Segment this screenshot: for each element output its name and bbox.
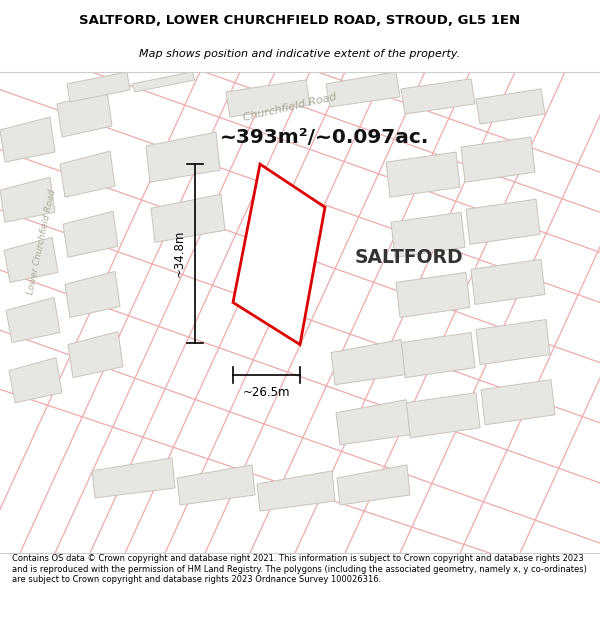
Polygon shape xyxy=(65,271,120,318)
Polygon shape xyxy=(257,471,335,511)
Polygon shape xyxy=(326,72,400,107)
Polygon shape xyxy=(67,72,130,102)
Polygon shape xyxy=(6,298,60,343)
Polygon shape xyxy=(471,259,545,304)
Polygon shape xyxy=(226,80,310,117)
Polygon shape xyxy=(396,272,470,318)
Polygon shape xyxy=(401,79,475,114)
Text: ~26.5m: ~26.5m xyxy=(243,386,290,399)
Polygon shape xyxy=(146,132,220,182)
Polygon shape xyxy=(466,199,540,244)
Polygon shape xyxy=(233,164,325,344)
Polygon shape xyxy=(476,319,550,364)
Polygon shape xyxy=(92,458,175,498)
Text: Churchfield Road: Churchfield Road xyxy=(242,91,338,123)
Polygon shape xyxy=(0,177,55,222)
Text: Map shows position and indicative extent of the property.: Map shows position and indicative extent… xyxy=(139,49,461,59)
Text: Contains OS data © Crown copyright and database right 2021. This information is : Contains OS data © Crown copyright and d… xyxy=(12,554,587,584)
Polygon shape xyxy=(0,117,55,162)
Polygon shape xyxy=(386,152,460,198)
Text: ~393m²/~0.097ac.: ~393m²/~0.097ac. xyxy=(220,127,430,146)
Polygon shape xyxy=(151,194,225,242)
Polygon shape xyxy=(4,238,58,282)
Polygon shape xyxy=(391,213,465,258)
Polygon shape xyxy=(60,151,115,198)
Text: Lower Churchfield Road: Lower Churchfield Road xyxy=(26,189,58,296)
Polygon shape xyxy=(476,89,545,124)
Polygon shape xyxy=(177,465,255,505)
Polygon shape xyxy=(68,331,123,378)
Polygon shape xyxy=(401,332,475,378)
Polygon shape xyxy=(9,357,62,402)
Text: SALTFORD, LOWER CHURCHFIELD ROAD, STROUD, GL5 1EN: SALTFORD, LOWER CHURCHFIELD ROAD, STROUD… xyxy=(79,14,521,28)
Text: ~34.8m: ~34.8m xyxy=(173,229,185,277)
Polygon shape xyxy=(57,91,112,137)
Text: SALTFORD: SALTFORD xyxy=(355,248,464,267)
Polygon shape xyxy=(63,211,118,258)
Polygon shape xyxy=(406,392,480,438)
Polygon shape xyxy=(132,72,195,92)
Polygon shape xyxy=(337,465,410,505)
Polygon shape xyxy=(331,339,405,384)
Polygon shape xyxy=(336,400,410,445)
Polygon shape xyxy=(481,379,555,425)
Polygon shape xyxy=(461,137,535,182)
